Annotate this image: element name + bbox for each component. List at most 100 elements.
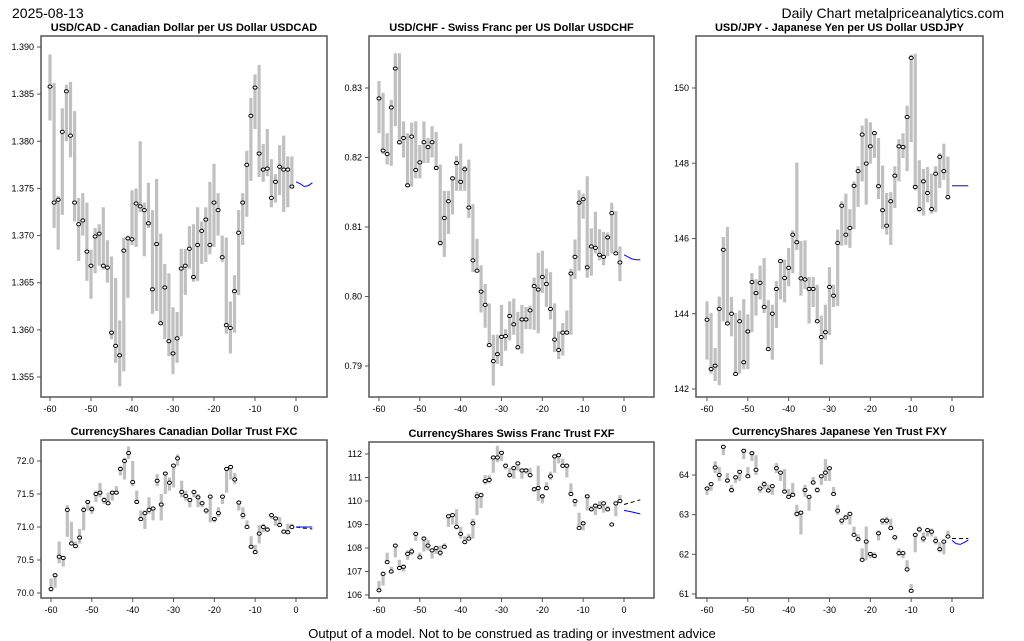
close-marker: [847, 511, 853, 516]
close-marker: [396, 565, 402, 571]
x-tick-label: -40: [454, 605, 467, 615]
close-marker: [871, 131, 877, 136]
close-marker: [896, 144, 902, 149]
close-marker: [252, 85, 258, 90]
close-marker: [401, 135, 406, 141]
close-marker: [269, 513, 274, 518]
close-marker: [64, 507, 70, 512]
close-marker: [560, 330, 566, 335]
x-tick-label: -50: [741, 605, 754, 615]
close-marker: [405, 551, 411, 556]
close-marker: [773, 286, 779, 292]
close-marker: [137, 204, 143, 209]
close-marker: [264, 166, 270, 171]
close-marker: [535, 485, 541, 491]
close-marker: [782, 275, 788, 281]
close-marker: [827, 466, 832, 471]
x-tick-label: -30: [495, 404, 508, 414]
chart-title: USD/CAD - Canadian Dollar per US Dollar …: [51, 22, 318, 34]
close-marker: [273, 179, 278, 184]
chart-title: CurrencyShares Canadian Dollar Trust FXC: [71, 426, 298, 438]
close-marker: [765, 488, 771, 493]
x-tick-label: -40: [782, 404, 795, 414]
y-tick-label: 61: [679, 589, 689, 599]
close-marker: [417, 160, 423, 165]
x-tick-label: -60: [44, 605, 57, 615]
x-tick-label: -30: [166, 404, 179, 414]
close-marker: [405, 183, 411, 188]
x-tick-label: 0: [621, 404, 626, 414]
x-tick-label: -40: [125, 404, 138, 414]
y-tick-label: 146: [674, 234, 689, 244]
close-marker: [109, 330, 114, 335]
y-tick-label: 0.80: [344, 292, 362, 302]
close-marker: [388, 105, 394, 110]
y-tick-label: 150: [674, 83, 689, 93]
close-marker: [490, 359, 496, 364]
close-marker: [543, 485, 549, 491]
close-marker: [588, 507, 594, 512]
close-marker: [252, 549, 258, 555]
close-marker: [880, 518, 886, 523]
close-marker: [401, 564, 406, 569]
close-marker: [892, 173, 898, 178]
close-marker: [843, 232, 849, 237]
close-marker: [60, 555, 66, 561]
close-marker: [256, 151, 262, 156]
forecast-line: [623, 509, 641, 515]
close-marker: [790, 492, 796, 497]
close-marker: [109, 490, 115, 495]
close-marker: [908, 55, 914, 61]
x-tick-label: -20: [208, 605, 221, 615]
close-marker: [154, 478, 160, 483]
x-tick-label: -60: [700, 404, 713, 414]
close-marker: [745, 474, 751, 479]
close-marker: [757, 280, 763, 285]
close-marker: [876, 184, 881, 189]
close-marker: [413, 167, 419, 173]
close-marker: [605, 235, 611, 240]
close-marker: [494, 455, 500, 460]
close-marker: [150, 287, 155, 292]
close-marker: [191, 274, 196, 280]
close-marker: [478, 493, 484, 498]
close-marker: [100, 263, 106, 268]
close-marker: [59, 129, 65, 134]
y-tick-label: 71.0: [16, 522, 34, 532]
y-tick-label: 110: [348, 496, 362, 506]
close-marker: [778, 470, 783, 475]
close-marker: [482, 478, 488, 484]
y-tick-label: 0.79: [344, 361, 362, 371]
close-marker: [145, 221, 151, 226]
close-marker: [871, 553, 877, 559]
close-marker: [113, 490, 119, 495]
x-tick-label: -10: [577, 605, 590, 615]
close-marker: [613, 501, 619, 506]
close-marker: [733, 475, 739, 480]
close-marker: [765, 347, 771, 352]
close-marker: [814, 319, 820, 324]
y-tick-label: 0.82: [344, 153, 362, 163]
close-marker: [761, 482, 767, 487]
plot-frame: [695, 439, 984, 599]
chart-title: USD/JPY - Japanese Yen per US Dollar USD…: [715, 22, 965, 34]
close-marker: [482, 302, 488, 307]
close-marker: [183, 493, 189, 499]
close-marker: [929, 207, 935, 212]
close-marker: [474, 268, 480, 273]
close-marker: [523, 317, 529, 322]
close-marker: [175, 456, 181, 461]
x-tick-label: -50: [413, 605, 426, 615]
x-tick-label: -10: [905, 404, 918, 414]
close-marker: [568, 271, 574, 276]
close-marker: [769, 484, 775, 489]
close-marker: [158, 502, 164, 507]
close-marker: [248, 544, 254, 549]
close-marker: [150, 506, 156, 511]
close-marker: [548, 306, 553, 312]
close-marker: [186, 246, 192, 251]
close-marker: [104, 265, 110, 270]
close-marker: [839, 203, 845, 208]
close-marker: [203, 508, 209, 513]
close-marker: [720, 444, 726, 449]
